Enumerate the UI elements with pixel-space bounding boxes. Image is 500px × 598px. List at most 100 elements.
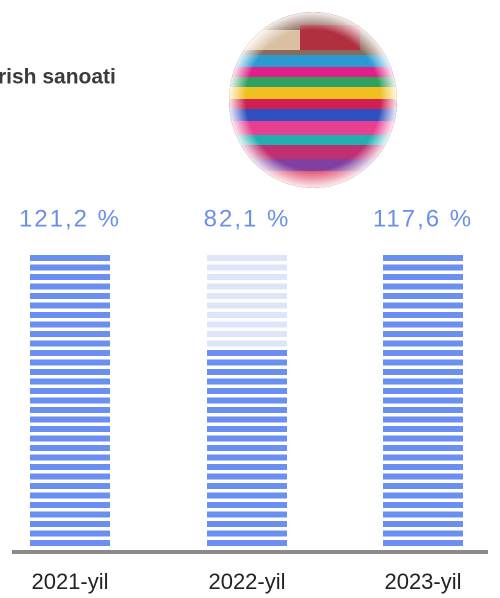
bar-stripe bbox=[30, 378, 110, 385]
value-label: 82,1 % bbox=[204, 205, 291, 232]
bar-stripe bbox=[207, 369, 287, 375]
bar-stripe bbox=[207, 407, 287, 413]
bar-stripe bbox=[207, 321, 287, 328]
bar-stripe bbox=[383, 388, 463, 394]
bar-stripe bbox=[207, 426, 287, 432]
bar-stripe bbox=[383, 416, 463, 423]
bar-stripe bbox=[30, 473, 110, 480]
bar-stripe bbox=[207, 540, 287, 546]
bar-stripe bbox=[30, 426, 110, 432]
bar-stripe bbox=[207, 435, 287, 442]
bar-stripe bbox=[383, 540, 463, 546]
bar-stripe bbox=[207, 359, 287, 366]
bar-stripe bbox=[383, 464, 463, 470]
bar-stripe bbox=[207, 464, 287, 470]
bar-stripe bbox=[30, 502, 110, 508]
bar-stripe bbox=[30, 492, 110, 499]
chart-title: rish sanoati bbox=[0, 66, 116, 89]
bar-stripe bbox=[207, 530, 287, 537]
bar-stripe bbox=[30, 388, 110, 394]
bar-stripe bbox=[30, 312, 110, 318]
bar-stripe bbox=[207, 445, 287, 451]
bar-stripe bbox=[383, 530, 463, 537]
bar-stripe bbox=[383, 426, 463, 432]
bar-stripe bbox=[207, 397, 287, 404]
bar-stripe bbox=[207, 283, 287, 290]
bar-stripe bbox=[383, 378, 463, 385]
bar-stripe bbox=[207, 483, 287, 489]
bar-stripe bbox=[383, 293, 463, 299]
value-label: 121,2 % bbox=[19, 205, 121, 232]
bar-stripe bbox=[30, 264, 110, 271]
bar-stripe bbox=[30, 302, 110, 309]
bar-stripe bbox=[383, 483, 463, 489]
bar-stripe bbox=[383, 369, 463, 375]
bar-stripe bbox=[383, 359, 463, 366]
bar-stripe bbox=[30, 445, 110, 451]
bar-stripe bbox=[207, 454, 287, 461]
bar-stripe bbox=[207, 492, 287, 499]
bar-stripe bbox=[30, 331, 110, 337]
bar-stripe bbox=[30, 350, 110, 356]
bar-stripe bbox=[30, 283, 110, 290]
bar-stripe bbox=[207, 302, 287, 309]
x-tick-label: 2023-yil bbox=[384, 569, 461, 594]
bar-stripe bbox=[383, 407, 463, 413]
bar-stripe bbox=[30, 483, 110, 489]
bar-stripe bbox=[383, 435, 463, 442]
bar-stripe bbox=[383, 502, 463, 508]
bar-stripe bbox=[207, 350, 287, 356]
bar-stripe bbox=[383, 283, 463, 290]
bar-stripe bbox=[207, 274, 287, 280]
bar-stripe bbox=[207, 416, 287, 423]
bar-stripe bbox=[383, 445, 463, 451]
bar-stripe bbox=[207, 521, 287, 527]
value-label: 117,6 % bbox=[373, 205, 473, 232]
bar-stripe bbox=[207, 331, 287, 337]
bar-stripe bbox=[383, 255, 463, 261]
textile-photo bbox=[229, 12, 397, 188]
bar-stripe bbox=[30, 321, 110, 328]
bar-stripe bbox=[383, 492, 463, 499]
bar-stripe bbox=[30, 369, 110, 375]
bar-stripe bbox=[30, 255, 110, 261]
bar-stripe bbox=[383, 321, 463, 328]
bar-stripe bbox=[30, 359, 110, 366]
bar-stripe bbox=[383, 302, 463, 309]
bar-stripe bbox=[30, 340, 110, 347]
bar-stripe bbox=[30, 435, 110, 442]
bar-stripe bbox=[30, 416, 110, 423]
bar-stripe bbox=[30, 521, 110, 527]
bar-stripe bbox=[207, 388, 287, 394]
bar-stripe bbox=[207, 340, 287, 347]
bar-stripe bbox=[383, 454, 463, 461]
bar-stripe bbox=[30, 464, 110, 470]
bar-stripe bbox=[383, 274, 463, 280]
bar-stripe bbox=[383, 340, 463, 347]
bar-stripe bbox=[30, 274, 110, 280]
bar-stripe bbox=[383, 264, 463, 271]
bar-stripe bbox=[207, 502, 287, 508]
bar-stripe bbox=[383, 331, 463, 337]
bar-stripe bbox=[30, 454, 110, 461]
bar-stripe bbox=[207, 255, 287, 261]
bar bbox=[207, 255, 287, 546]
bar-stripe bbox=[207, 473, 287, 480]
x-tick-label: 2022-yil bbox=[208, 569, 285, 594]
bar-stripe bbox=[30, 407, 110, 413]
x-tick-label: 2021-yil bbox=[31, 569, 108, 594]
bar bbox=[30, 255, 110, 546]
bar-stripe bbox=[207, 378, 287, 385]
bar-stripe bbox=[30, 530, 110, 537]
bar-stripe bbox=[383, 397, 463, 404]
bar-stripe bbox=[207, 264, 287, 271]
bar-stripe bbox=[207, 312, 287, 318]
bar-stripe bbox=[207, 511, 287, 518]
bar-stripe bbox=[383, 312, 463, 318]
bar-stripe bbox=[383, 473, 463, 480]
bar-stripe bbox=[383, 521, 463, 527]
bar-stripe bbox=[207, 293, 287, 299]
bar-stripe bbox=[383, 511, 463, 518]
